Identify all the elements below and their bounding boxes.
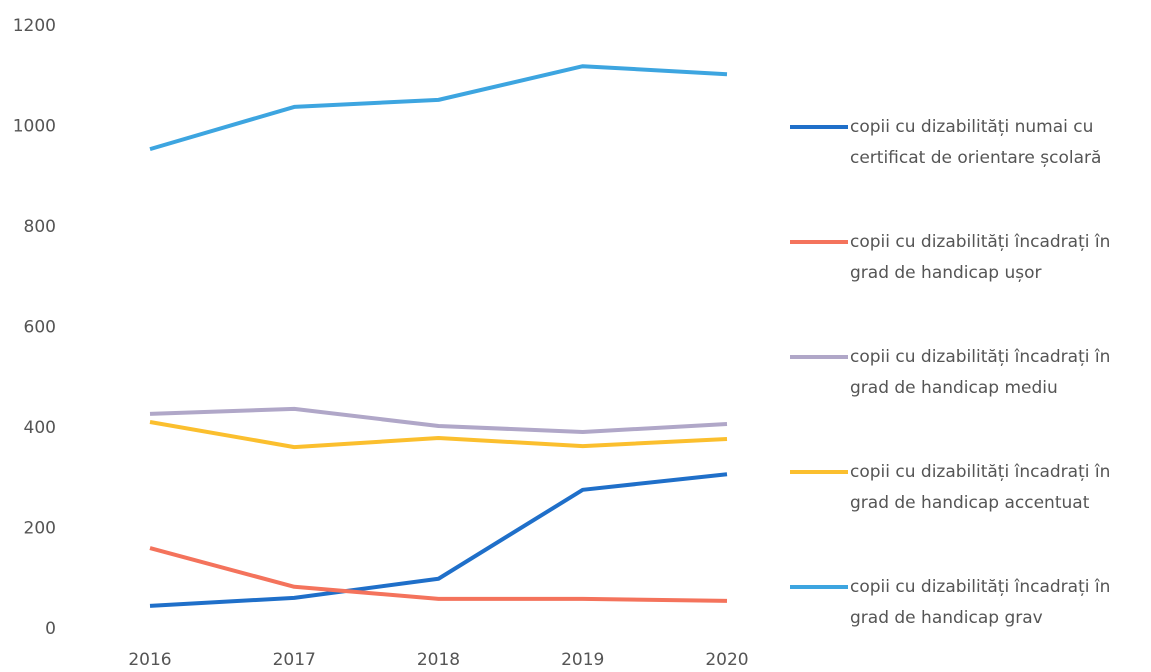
y-tick-label: 200 xyxy=(24,519,56,539)
x-tick-label: 2016 xyxy=(128,650,171,670)
legend-label: copii cu dizabilități încadrați în grad … xyxy=(850,346,1111,398)
y-tick-label: 1200 xyxy=(13,16,56,36)
y-tick-label: 1000 xyxy=(13,117,56,137)
y-tick-label: 0 xyxy=(45,619,56,639)
legend-label: copii cu dizabilități încadrați în grad … xyxy=(850,576,1111,628)
series-line xyxy=(149,64,728,152)
series-line xyxy=(149,419,728,450)
series-line xyxy=(149,406,728,435)
x-tick-label: 2019 xyxy=(561,650,604,670)
legend-label: copii cu dizabilități numai cu certifica… xyxy=(850,116,1102,168)
x-tick-label: 2018 xyxy=(417,650,460,670)
y-tick-label: 400 xyxy=(24,418,56,438)
x-tick-label: 2020 xyxy=(705,650,748,670)
series-line xyxy=(149,546,728,603)
y-tick-label: 800 xyxy=(24,217,56,237)
y-tick-label: 600 xyxy=(24,318,56,338)
legend-label: copii cu dizabilități încadrați în grad … xyxy=(850,231,1111,283)
series-line xyxy=(149,472,728,608)
legend-label: copii cu dizabilități încadrați în grad … xyxy=(850,461,1111,513)
x-tick-label: 2017 xyxy=(273,650,316,670)
